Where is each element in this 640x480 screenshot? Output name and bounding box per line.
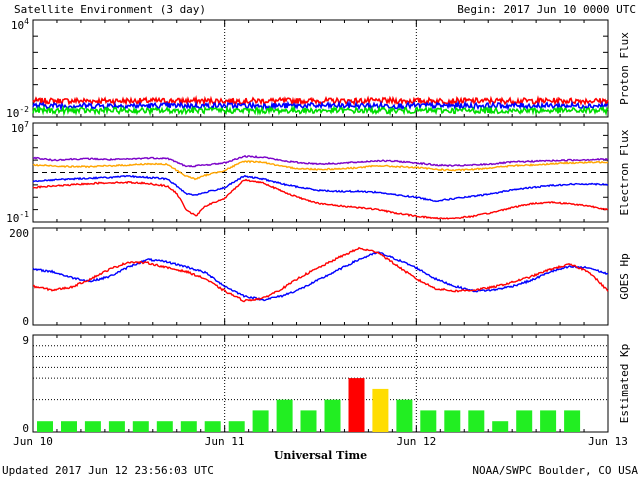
- kp-bar: [180, 421, 197, 432]
- kp-bar: [396, 399, 413, 432]
- electron-series-3: [32, 178, 608, 220]
- kp-bar: [228, 421, 245, 432]
- y-tick-label-bottom: 10-2: [6, 105, 29, 120]
- goes-hp-series-1: [32, 246, 609, 303]
- kp-bar: [108, 421, 125, 432]
- x-tick-label: Jun 13: [588, 435, 628, 448]
- panel-proton: 104 10-2 Proton Flux: [6, 17, 631, 120]
- goes-hp-series-0: [32, 251, 609, 302]
- kp-bar: [37, 421, 53, 432]
- y-tick-label-top: 9: [22, 334, 29, 347]
- y-tick-label-bottom: 0: [22, 422, 29, 435]
- kp-bar: [444, 410, 461, 432]
- kp-bar: [468, 410, 485, 432]
- y-axis-label: GOES Hp: [618, 253, 631, 299]
- y-axis-label: Proton Flux: [618, 32, 631, 105]
- kp-bar: [204, 421, 221, 432]
- begin-label: Begin: 2017 Jun 10 0000 UTC: [457, 3, 636, 16]
- y-axis-label: Estimated Kp: [618, 344, 631, 423]
- y-tick-label-top: 107: [11, 120, 29, 135]
- x-axis-label: Universal Time: [274, 449, 367, 462]
- panel-kp: 9 0 Estimated Kp Jun 10 Jun 11 Jun 12 Jun 13 Un…: [13, 334, 631, 462]
- x-tick-label: Jun 12: [396, 435, 436, 448]
- kp-bar: [324, 399, 341, 432]
- panel-goes-hp: 200 0 GOES Hp: [9, 227, 631, 328]
- y-tick-label-bottom: 10-1: [6, 210, 29, 225]
- y-tick-label-top: 200: [9, 227, 29, 240]
- kp-bar: [84, 421, 101, 432]
- panel-frame: [32, 227, 609, 326]
- chart-title: Satellite Environment (3 day): [14, 3, 206, 16]
- y-tick-label-bottom: 0: [22, 315, 29, 328]
- kp-bar: [492, 421, 509, 432]
- kp-bar: [564, 410, 581, 432]
- proton-series-0: [32, 94, 609, 107]
- x-tick-label: Jun 11: [205, 435, 245, 448]
- kp-bar: [372, 388, 389, 432]
- updated-label: Updated 2017 Jun 12 23:56:03 UTC: [2, 464, 214, 477]
- kp-bar: [276, 399, 293, 432]
- kp-bar: [348, 378, 365, 432]
- electron-series-1: [32, 160, 609, 181]
- kp-bar: [516, 410, 533, 432]
- panel-electron: 107 10-1 Electron Flux: [6, 120, 631, 225]
- x-tick-label: Jun 10: [13, 435, 53, 448]
- electron-series-0: [32, 154, 609, 168]
- kp-bar: [132, 421, 149, 432]
- credit-label: NOAA/SWPC Boulder, CO USA: [472, 464, 638, 477]
- kp-bar: [156, 421, 173, 432]
- proton-series-1: [32, 100, 608, 112]
- kp-bar: [420, 410, 437, 432]
- kp-bar: [252, 410, 269, 432]
- kp-bar: [300, 410, 317, 432]
- proton-series-2: [32, 104, 609, 117]
- y-axis-label: Electron Flux: [618, 129, 631, 215]
- electron-series-2: [32, 174, 609, 203]
- kp-bar: [61, 421, 77, 432]
- kp-bar: [540, 410, 557, 432]
- y-tick-label-top: 104: [11, 17, 29, 32]
